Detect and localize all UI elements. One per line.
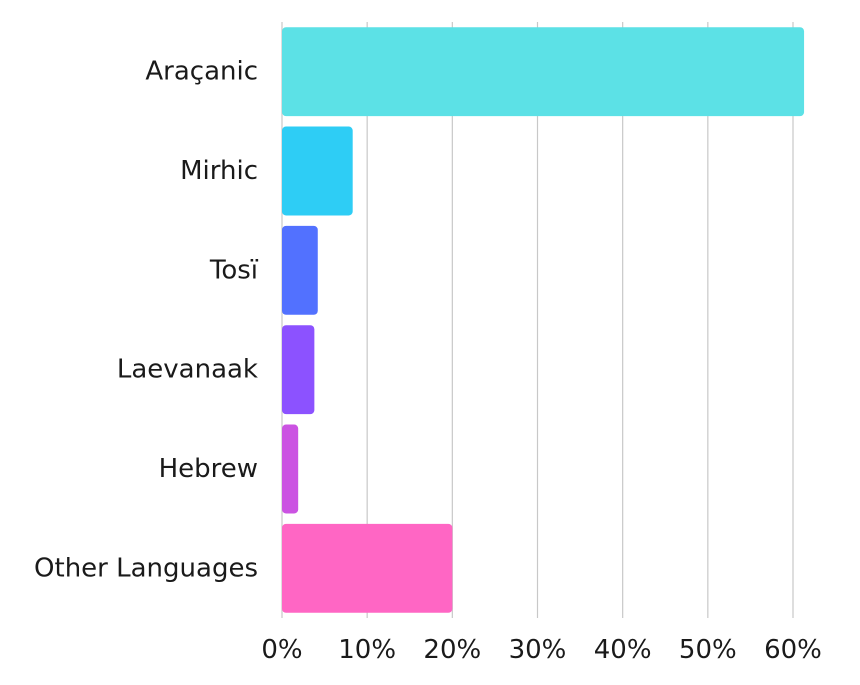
bar [282,523,453,613]
x-tick-label: 20% [423,635,481,665]
category-label: Other Languages [34,553,258,583]
category-label: Laevanaak [117,355,258,385]
x-tick-label: 60% [764,635,822,665]
category-label: Tosï [209,255,259,285]
bar [282,325,315,415]
bar [282,225,318,315]
bars [282,27,805,613]
bar [282,424,299,514]
category-labels: Araçanic Mirhic Tosï Laevanaak Hebrew Other L… [34,57,259,584]
category-label: Hebrew [159,454,258,484]
category-label: Mirhic [180,156,258,186]
bar [282,27,805,117]
category-label: Araçanic [145,57,258,87]
x-tick-label: 10% [338,635,396,665]
bar [282,126,353,216]
grid-lines [281,22,794,618]
x-tick-label: 40% [594,635,652,665]
x-tick-label: 30% [509,635,567,665]
x-tick-label: 50% [679,635,737,665]
x-tick-labels: 0% 10% 20% 30% 40% 50% 60% [261,635,822,665]
x-tick-label: 0% [261,635,302,665]
